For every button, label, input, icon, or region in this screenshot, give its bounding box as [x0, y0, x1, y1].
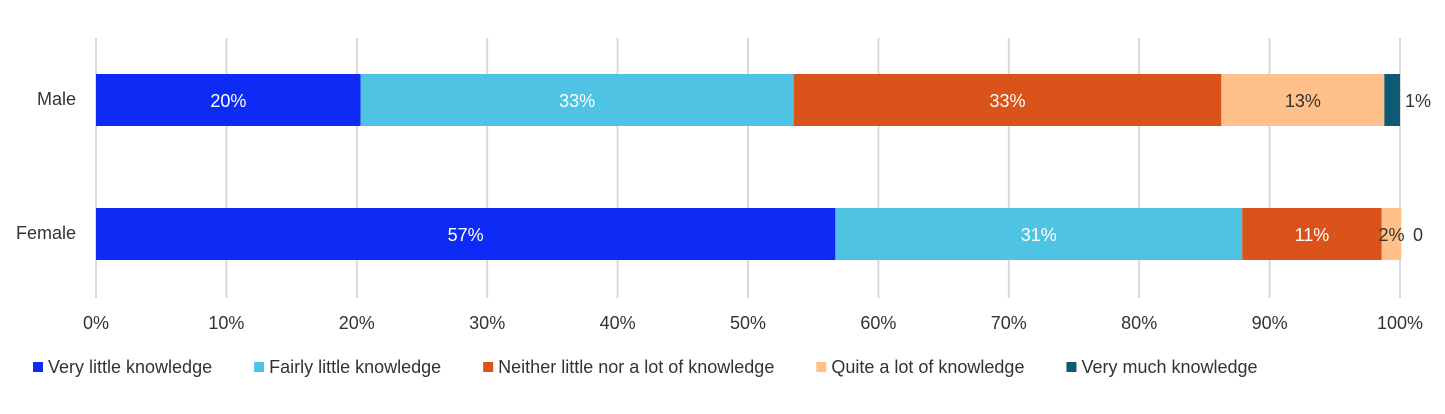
data-label: 31%: [1021, 225, 1057, 245]
data-label: 2%: [1379, 225, 1405, 245]
x-tick-label: 100%: [1377, 313, 1423, 333]
x-tick-label: 20%: [339, 313, 375, 333]
bar-segment: [835, 208, 1243, 260]
bar-segment: [96, 208, 836, 260]
data-label: 20%: [210, 91, 246, 111]
data-label: 33%: [559, 91, 595, 111]
bar-segment: [360, 74, 794, 126]
x-tick-label: 90%: [1252, 313, 1288, 333]
legend-swatch: [816, 362, 827, 372]
bar-segment: [1381, 208, 1402, 260]
bar-segment: [1242, 208, 1382, 260]
data-label: 13%: [1285, 91, 1321, 111]
legend-swatch: [254, 362, 265, 372]
legend-label: Neither little nor a lot of knowledge: [498, 357, 774, 377]
x-tick-label: 30%: [469, 313, 505, 333]
x-tick-label: 0%: [83, 313, 109, 333]
x-tick-label: 70%: [991, 313, 1027, 333]
bar-segment: [793, 74, 1222, 126]
legend-swatch: [33, 362, 43, 372]
bar-segment: [96, 74, 361, 126]
data-label: 33%: [989, 91, 1025, 111]
data-label: 11%: [1295, 225, 1330, 245]
x-tick-label: 40%: [600, 313, 636, 333]
legend-label: Fairly little knowledge: [269, 357, 441, 377]
bar-segment: [1221, 74, 1385, 126]
legend-label: Very much knowledge: [1081, 357, 1257, 377]
data-label: 57%: [448, 225, 484, 245]
legend-label: Very little knowledge: [48, 357, 212, 377]
legend-swatch: [1066, 362, 1077, 372]
y-tick-label: Male: [37, 89, 76, 109]
data-label: 1%: [1405, 91, 1431, 111]
x-tick-label: 10%: [208, 313, 244, 333]
legend-swatch: [483, 362, 494, 372]
y-tick-label: Female: [16, 223, 76, 243]
legend-label: Quite a lot of knowledge: [831, 357, 1024, 377]
bar-segment: [1384, 74, 1400, 126]
x-tick-label: 60%: [860, 313, 896, 333]
data-label: 0: [1413, 225, 1423, 245]
x-tick-label: 50%: [730, 313, 766, 333]
x-tick-label: 80%: [1121, 313, 1157, 333]
